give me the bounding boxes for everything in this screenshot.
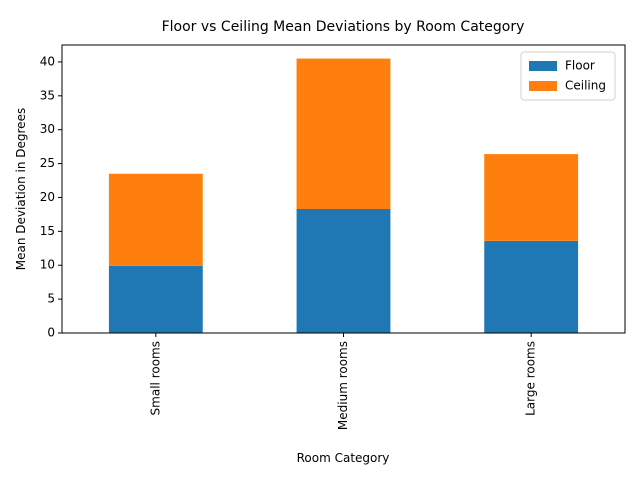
y-tick-label: 40 bbox=[40, 54, 55, 68]
legend-label-ceiling: Ceiling bbox=[565, 79, 606, 93]
legend-label-floor: Floor bbox=[565, 59, 595, 73]
y-tick-label: 35 bbox=[40, 88, 55, 102]
bar-floor-3 bbox=[484, 240, 579, 333]
x-tick-label: Small rooms bbox=[148, 341, 162, 415]
chart-title: Floor vs Ceiling Mean Deviations by Room… bbox=[162, 19, 525, 35]
y-axis-title: Mean Deviation in Degrees bbox=[14, 108, 28, 270]
bar-floor-2 bbox=[296, 208, 391, 333]
bar-ceiling-1 bbox=[108, 173, 203, 266]
y-tick-label: 0 bbox=[47, 326, 55, 340]
legend-swatch-ceiling bbox=[529, 81, 557, 91]
bar-ceiling-3 bbox=[484, 154, 579, 241]
plot-area: Small rooms Medium rooms Large rooms 0 5 10 15… bbox=[40, 44, 626, 430]
x-axis-title: Room Category bbox=[297, 451, 390, 465]
y-tick-label: 10 bbox=[40, 258, 55, 272]
x-tick-label: Large rooms bbox=[524, 341, 538, 416]
x-tick-label: Medium rooms bbox=[336, 341, 350, 430]
y-tick-label: 20 bbox=[40, 190, 55, 204]
y-tick-label: 5 bbox=[47, 292, 55, 306]
y-tick-label: 15 bbox=[40, 224, 55, 238]
bar-ceiling-2 bbox=[296, 58, 391, 209]
axes-frame bbox=[61, 44, 626, 334]
y-tick-label: 25 bbox=[40, 156, 55, 170]
legend: Floor Ceiling bbox=[520, 51, 616, 101]
y-tick-label: 30 bbox=[40, 122, 55, 136]
legend-swatch-floor bbox=[529, 61, 557, 71]
bar-floor-1 bbox=[108, 265, 203, 333]
